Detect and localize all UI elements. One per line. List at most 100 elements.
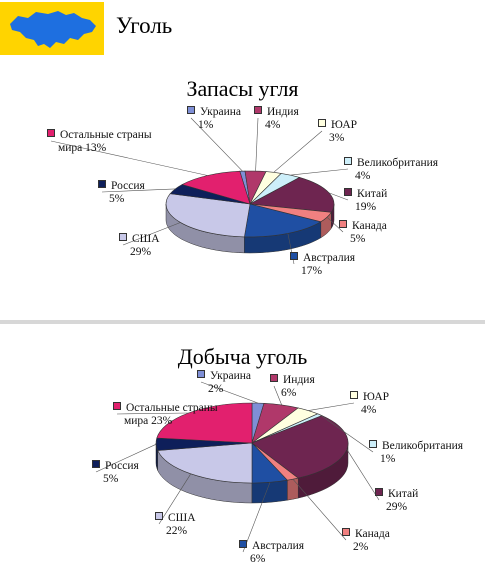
pie-slice-австралия — [244, 203, 322, 238]
label-name: Россия — [105, 460, 139, 472]
leader-line-китай — [346, 449, 380, 501]
label-name: Китай — [357, 188, 388, 200]
leader-line-остальные-страны-мира — [116, 412, 189, 415]
label-name: Китай — [388, 488, 419, 500]
data-label-индия: Индия 6% — [270, 374, 315, 400]
label-value: 6% — [250, 553, 266, 565]
label-value: 5% — [109, 193, 125, 205]
data-label-китай: Китай 29% — [375, 488, 418, 514]
label-name: ЮАР — [363, 391, 390, 403]
label-value: 29% — [386, 501, 408, 513]
label-name: Украина — [210, 370, 251, 382]
data-label-сша: США 22% — [155, 512, 196, 538]
label-value: 1% — [380, 453, 396, 465]
leader-line-украина — [200, 381, 259, 404]
label-value: 5% — [350, 233, 366, 245]
legend-swatch-украина — [187, 106, 195, 114]
label-value: мира 23% — [124, 415, 173, 427]
label-value: 2% — [353, 541, 369, 553]
label-value: 29% — [130, 246, 152, 258]
chart-title-reserves: Запасы угля — [186, 76, 299, 101]
label-name: Австралия — [303, 252, 356, 264]
label-name: Великобритания — [357, 157, 439, 169]
data-label-индия: Индия 4% — [254, 106, 299, 132]
label-value: 5% — [103, 473, 119, 485]
leader-line-сша — [122, 222, 181, 246]
legend-swatch-индия — [254, 106, 262, 114]
label-value: 3% — [329, 132, 345, 144]
label-name: Украина — [200, 106, 241, 118]
data-label-юар: ЮАР 3% — [318, 119, 357, 145]
production-chart-panel: Добыча уголь Украина 2% Индия 6% ЮАР 4% Велико… — [0, 324, 485, 573]
data-label-украина: Украина 2% — [197, 370, 251, 396]
data-label-великобритания: Великобритания 4% — [344, 157, 438, 183]
leader-line-россия — [101, 188, 176, 193]
label-value: 19% — [355, 201, 377, 213]
pie-slice-сша — [157, 442, 253, 484]
legend-swatch-сша — [119, 233, 127, 241]
label-name: Остальные страны — [126, 402, 218, 414]
leader-line-индия — [273, 385, 282, 406]
data-label-остальные-страны-мира: Остальные страны мира 13% — [47, 129, 152, 155]
production-pie-chart — [95, 381, 380, 553]
data-label-россия: Россия 5% — [92, 460, 139, 486]
label-name: Канада — [352, 220, 387, 232]
label-name: ЮАР — [331, 119, 358, 131]
pie-slice-остальные-страны-мира — [156, 402, 253, 444]
label-name: Австралия — [252, 540, 305, 552]
leader-line-украина — [190, 117, 243, 172]
leader-line-китай — [328, 192, 349, 201]
legend-swatch-юар — [318, 119, 326, 127]
leader-line-австралия — [242, 482, 271, 553]
label-name: США — [168, 512, 196, 524]
legend-swatch-китай — [375, 488, 383, 496]
leader-line-канада — [326, 216, 344, 233]
label-name: Великобритания — [382, 440, 464, 452]
slice-side-канада — [287, 477, 299, 501]
data-label-остальные-страны-мира: Остальные страны мира 23% — [113, 402, 218, 428]
ukraine-map-icon — [10, 11, 96, 48]
legend-swatch-китай — [344, 188, 352, 196]
data-label-юар: ЮАР 4% — [350, 391, 389, 417]
legend-swatch-великобритания — [369, 440, 377, 448]
label-name: Россия — [111, 180, 145, 192]
label-value: 4% — [355, 170, 371, 182]
legend-swatch-украина — [197, 370, 205, 378]
leader-line-великобритания — [319, 414, 374, 453]
label-name: Канада — [355, 528, 390, 540]
label-value: 4% — [265, 119, 281, 131]
legend-swatch-канада — [339, 220, 347, 228]
legend-swatch-остальные-страны-мира — [47, 129, 55, 137]
leader-line-юар — [273, 130, 323, 173]
chart-title-production: Добыча уголь — [177, 344, 308, 369]
data-label-великобритания: Великобритания 1% — [369, 440, 463, 466]
leader-line-сша — [158, 473, 192, 525]
data-label-канада: Канада 5% — [339, 220, 387, 246]
reserves-chart-panel: Запасы угля Украина 1% Индия 4% ЮАР 3% Великоб… — [0, 62, 485, 320]
label-name: Индия — [283, 374, 315, 386]
label-value: 17% — [301, 265, 323, 277]
leader-line-юар — [308, 402, 355, 411]
data-label-канада: Канада 2% — [342, 528, 390, 554]
page-title: Уголь — [116, 13, 173, 38]
label-name: Остальные страны — [60, 129, 152, 141]
leader-line-индия — [255, 117, 259, 172]
label-name: США — [132, 233, 160, 245]
pie-slice-остальные-страны-мира — [181, 170, 251, 205]
reserves-pie-chart — [50, 117, 349, 265]
label-value: мира 13% — [58, 142, 107, 154]
leader-line-великобритания — [290, 168, 349, 176]
label-value: 6% — [281, 387, 297, 399]
ukraine-map-logo — [0, 2, 104, 55]
data-label-россия: Россия 5% — [98, 180, 145, 206]
label-name: Индия — [267, 106, 299, 118]
data-label-украина: Украина 1% — [187, 106, 241, 132]
legend-swatch-канада — [342, 528, 350, 536]
data-label-китай: Китай 19% — [344, 188, 387, 214]
data-label-австралия: Австралия 17% — [290, 252, 355, 278]
label-value: 1% — [198, 119, 214, 131]
legend-swatch-австралия — [239, 540, 247, 548]
legend-swatch-сша — [155, 512, 163, 520]
legend-swatch-россия — [98, 180, 106, 188]
